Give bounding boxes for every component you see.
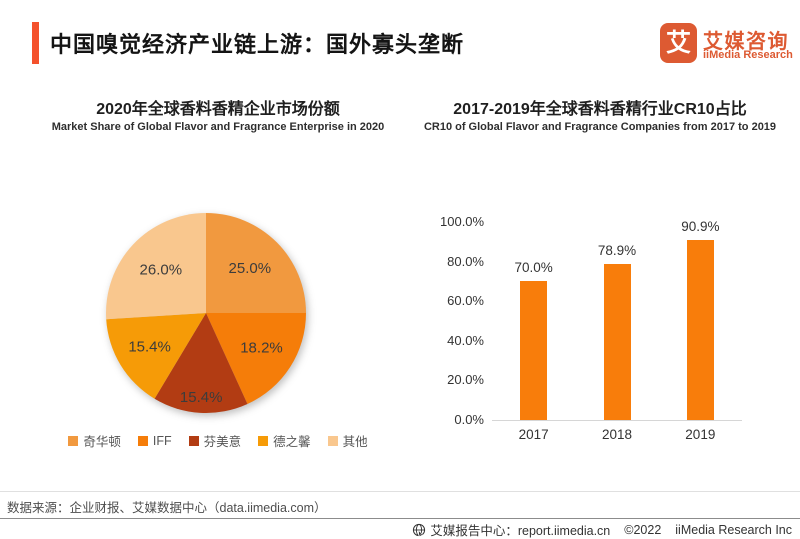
divider-dark	[0, 518, 800, 519]
bar-value-label: 70.0%	[514, 260, 553, 276]
bar-chart-title-zh: 2017-2019年全球香料香精行业CR10占比	[453, 101, 747, 118]
legend-label: 芬美意	[203, 435, 242, 449]
y-axis-tick-label: 80.0%	[447, 253, 484, 269]
footer-report-center: 艾媒报告中心：report.iimedia.cn	[412, 520, 610, 539]
pie-slice-其他	[106, 213, 206, 320]
pie-slice-德之馨	[106, 313, 206, 399]
pie-value-label: 26.0%	[140, 262, 183, 279]
bar-chart: 0.0% 20.0% 40.0% 60.0% 80.0% 100.0% 70.0% 2017 7…	[440, 210, 785, 445]
footer-report-center-text: 艾媒报告中心：report.iimedia.cn	[430, 524, 611, 538]
y-axis-tick-label: 0.0%	[454, 412, 484, 427]
y-axis-tick-label: 100.0%	[440, 214, 485, 229]
legend-item-IFF: IFF	[137, 431, 172, 450]
pie-value-label: 15.4%	[128, 338, 171, 355]
legend-item-其他: 其他	[327, 431, 368, 450]
footer-company: iiMedia Research Inc	[675, 522, 792, 537]
bar-value-label: 90.9%	[681, 219, 720, 235]
pie-slice-芬美意	[154, 313, 248, 413]
pie-value-label: 15.4%	[180, 389, 223, 406]
legend-label: 德之馨	[273, 435, 311, 449]
footer-copyright: ©2022	[624, 522, 662, 537]
x-axis-tick-label: 2018	[601, 427, 633, 442]
y-axis-tick-label: 20.0%	[447, 372, 484, 388]
legend-swatch-icon	[137, 435, 148, 446]
legend-label: 奇华顿	[83, 435, 121, 449]
x-axis-tick-label: 2019	[685, 427, 716, 442]
pie-chart-title-en: Market Share of Global Flavor and Fragra…	[51, 121, 385, 133]
y-axis-tick-label: 60.0%	[447, 293, 484, 309]
logo-brand-zh: 艾媒咨询	[703, 31, 789, 53]
iimedia-logo-icon: 艾	[660, 23, 697, 63]
bar-2019	[686, 240, 714, 420]
legend-swatch-icon	[68, 435, 79, 446]
bar-value-label: 78.9%	[597, 242, 637, 258]
legend-label: 其他	[342, 435, 368, 449]
pie-chart-title-zh: 2020年全球香料香精企业市场份额	[96, 101, 340, 118]
logo-brand-en: iiMedia Research	[703, 49, 793, 61]
bar-2018	[603, 263, 631, 420]
footer: 艾媒报告中心：report.iimedia.cn ©2022 iiMedia R…	[412, 520, 792, 539]
source-note: 数据来源：企业财报、艾媒数据中心（data.iimedia.com）	[7, 501, 327, 515]
bar-2017	[520, 281, 548, 420]
legend-item-德之馨: 德之馨	[258, 431, 311, 450]
pie-value-label: 25.0%	[229, 260, 272, 277]
title-accent-bar	[32, 22, 39, 64]
globe-cursor-icon	[413, 523, 426, 537]
pie-chart: 25.0% 18.2% 15.4% 15.4% 26.0%	[106, 213, 306, 413]
legend-swatch-icon	[188, 435, 199, 446]
pie-value-label: 18.2%	[240, 340, 283, 357]
bar-chart-title-en: CR10 of Global Flavor and Fragrance Comp…	[423, 121, 777, 133]
logo-glyph: 艾	[665, 28, 691, 57]
pie-legend: 奇华顿 IFF 芬美意 德之馨 其他	[18, 431, 418, 450]
legend-label: IFF	[152, 433, 172, 448]
legend-swatch-icon	[258, 435, 269, 446]
y-axis-tick-label: 40.0%	[447, 332, 484, 348]
divider-light	[0, 491, 800, 492]
legend-item-芬美意: 芬美意	[188, 431, 242, 450]
page-title: 中国嗅觉经济产业链上游：国外寡头垄断	[50, 32, 465, 57]
legend-swatch-icon	[327, 435, 338, 446]
x-axis-baseline	[492, 420, 742, 421]
pie-slice-IFF	[206, 313, 306, 405]
legend-item-奇华顿: 奇华顿	[68, 431, 121, 450]
pie-slice-奇华顿	[206, 213, 306, 313]
x-axis-tick-label: 2017	[518, 427, 549, 442]
